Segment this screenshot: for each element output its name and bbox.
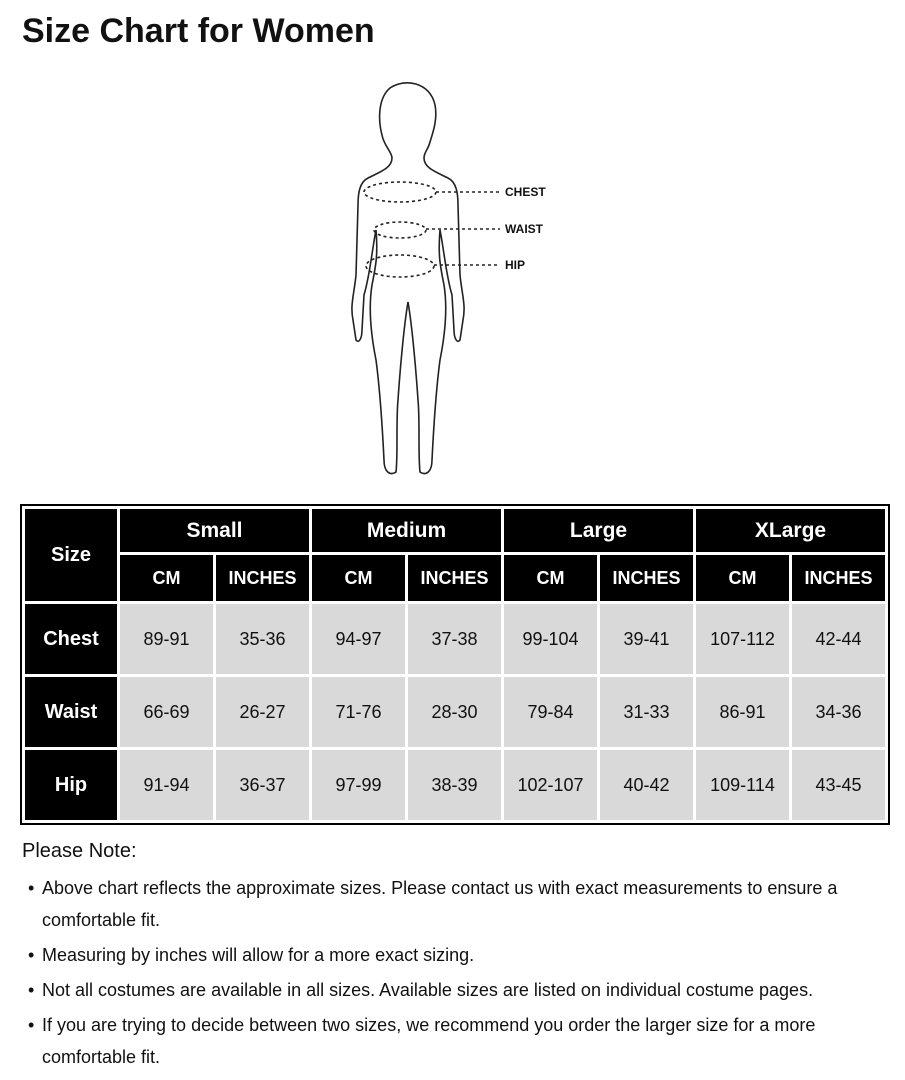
note-item: • If you are trying to decide between two…: [28, 1009, 888, 1073]
bullet-icon: •: [28, 1015, 35, 1035]
hip-label: HIP: [505, 258, 526, 272]
row-header: Chest: [22, 601, 120, 677]
table-cell: 94-97: [309, 601, 408, 677]
unit-header-inches: INCHES: [597, 552, 696, 604]
table-cell: 26-27: [213, 674, 312, 750]
note-item: • Above chart reflects the approximate si…: [28, 872, 888, 936]
table-cell: 71-76: [309, 674, 408, 750]
group-header-xlarge: XLarge: [693, 506, 888, 555]
unit-header-inches: INCHES: [405, 552, 504, 604]
chest-label: CHEST: [505, 185, 546, 199]
page-title: Size Chart for Women: [22, 12, 375, 50]
row-header: Hip: [22, 747, 120, 823]
table-row: Waist 66-69 26-27 71-76 28-30 79-84 31-33 86-91…: [22, 674, 888, 750]
table-cell: 109-114: [693, 747, 792, 823]
table-cell: 91-94: [117, 747, 216, 823]
table-cell: 42-44: [789, 601, 888, 677]
note-text: Not all costumes are available in all si…: [42, 980, 814, 1000]
table-row: Hip 91-94 36-37 97-99 38-39 102-107 40-42 109-1…: [22, 747, 888, 823]
table-cell: 86-91: [693, 674, 792, 750]
table-cell: 28-30: [405, 674, 504, 750]
note-text: If you are trying to decide between two …: [42, 1015, 816, 1067]
unit-header-inches: INCHES: [213, 552, 312, 604]
note-text: Measuring by inches will allow for a mor…: [42, 945, 475, 965]
table-cell: 102-107: [501, 747, 600, 823]
unit-header-cm: CM: [117, 552, 216, 604]
bullet-icon: •: [28, 945, 35, 965]
table-row: Chest 89-91 35-36 94-97 37-38 99-104 39-41 107-…: [22, 601, 888, 677]
bullet-icon: •: [28, 878, 35, 898]
table-cell: 38-39: [405, 747, 504, 823]
size-header: Size: [22, 506, 120, 604]
table-cell: 97-99: [309, 747, 408, 823]
unit-header-inches: INCHES: [789, 552, 888, 604]
group-header-large: Large: [501, 506, 696, 555]
unit-header-cm: CM: [693, 552, 792, 604]
note-item: • Measuring by inches will allow for a mo…: [28, 939, 888, 971]
table-cell: 34-36: [789, 674, 888, 750]
table-cell: 43-45: [789, 747, 888, 823]
table-cell: 79-84: [501, 674, 600, 750]
table-cell: 66-69: [117, 674, 216, 750]
table-cell: 36-37: [213, 747, 312, 823]
note-text: Above chart reflects the approximate siz…: [42, 878, 838, 930]
table-cell: 39-41: [597, 601, 696, 677]
bullet-icon: •: [28, 980, 35, 1000]
group-header-small: Small: [117, 506, 312, 555]
table-cell: 37-38: [405, 601, 504, 677]
size-chart-table: Size Small Medium Large XLarge CM INCHES…: [20, 504, 890, 825]
body-outline-icon: [351, 82, 500, 475]
table-cell: 89-91: [117, 601, 216, 677]
group-header-medium: Medium: [309, 506, 504, 555]
table-cell: 40-42: [597, 747, 696, 823]
row-header: Waist: [22, 674, 120, 750]
unit-header-cm: CM: [309, 552, 408, 604]
note-item: • Not all costumes are available in all s…: [28, 974, 888, 1006]
body-measurement-figure: CHEST WAIST HIP: [320, 80, 580, 485]
table-cell: 107-112: [693, 601, 792, 677]
notes-list: • Above chart reflects the approximate si…: [28, 872, 888, 1076]
table-cell: 35-36: [213, 601, 312, 677]
waist-label: WAIST: [505, 222, 543, 236]
table-cell: 99-104: [501, 601, 600, 677]
unit-header-cm: CM: [501, 552, 600, 604]
notes-title: Please Note:: [22, 840, 137, 862]
table-cell: 31-33: [597, 674, 696, 750]
